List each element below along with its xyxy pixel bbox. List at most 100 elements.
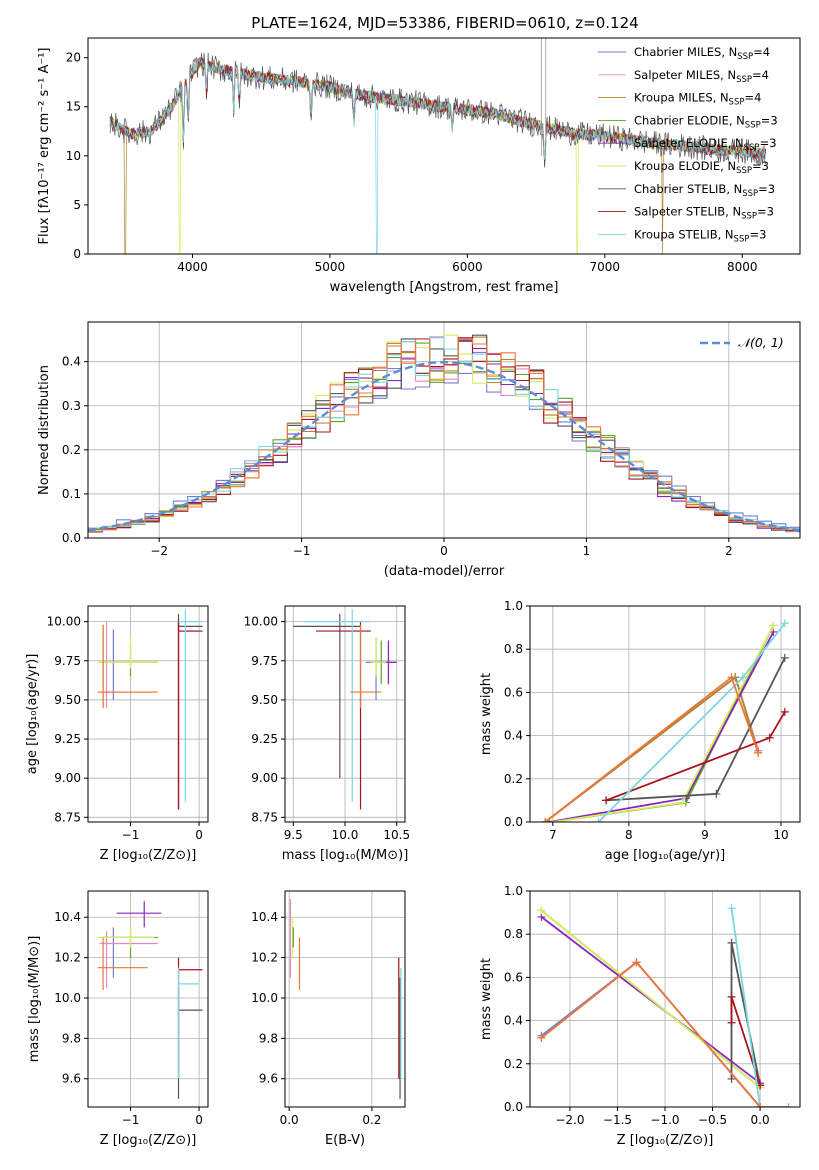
axes-border <box>87 890 209 1108</box>
x-tick-label: 0.0 <box>751 1113 770 1127</box>
y-tick-label: 0.4 <box>504 729 523 743</box>
legend-entry: Kroupa ELODIE, NSSP=3 <box>634 159 769 176</box>
x-axis-label: wavelength [Angstrom, rest frame] <box>330 280 559 295</box>
axes-border <box>87 605 209 823</box>
y-tick-label: 10.00 <box>244 615 278 629</box>
x-axis-label: Z [log₁₀(Z/Z⊙)] <box>100 1133 197 1148</box>
y-tick-label: 0.2 <box>504 1057 523 1071</box>
y-tick-label: 1.0 <box>504 884 523 898</box>
weight-marker <box>780 707 789 716</box>
y-tick-label: 0.8 <box>504 927 523 941</box>
x-tick-label: 5000 <box>315 260 346 274</box>
plot-content <box>109 38 766 254</box>
weight-marker <box>594 818 603 822</box>
histogram-step <box>88 338 800 532</box>
y-tick-label: 0.2 <box>504 772 523 786</box>
weight-marker <box>784 1103 793 1107</box>
weight-marker <box>727 938 736 947</box>
y-axis-label: Normed distribution <box>37 365 52 495</box>
y-tick-label: 9.50 <box>54 693 81 707</box>
legend-entry: Chabrier MILES, NSSP=4 <box>634 45 770 62</box>
weight-marker <box>765 733 774 742</box>
weight-marker <box>602 796 611 805</box>
weight-marker <box>738 673 747 682</box>
panel-age-vs-mass: 9.5 10.0 10.5 8.75 9.00 9.25 9.50 9.75 10.00 mass… <box>244 605 410 863</box>
x-axis-label: mass [log₁₀(M/M⊙)] <box>282 848 409 863</box>
y-axis-label: mass weight <box>479 958 494 1040</box>
legend-sub: SSP <box>742 189 758 199</box>
y-tick-label: 0.8 <box>504 642 523 656</box>
y-tick-label: 9.00 <box>54 771 81 785</box>
axes-frame: −2 −1 0 1 2 0.0 0.1 0.2 0.3 0.4 (data-model)/error… <box>37 321 801 579</box>
x-tick-label: 0 <box>440 544 448 558</box>
panel-spectrum: 4000 5000 6000 7000 8000 0 5 10 15 20 wavelength [… <box>37 37 801 295</box>
weight-marker <box>537 906 546 915</box>
y-tick-label: 10 <box>66 149 81 163</box>
axes-frame: 0.0 0.2 9.6 9.8 10.0 10.2 10.4 E(B-V) <box>251 890 406 1148</box>
y-tick-label: 9.25 <box>54 732 81 746</box>
plot-area <box>530 606 800 822</box>
y-tick-label: 9.8 <box>259 1031 278 1045</box>
weight-marker <box>678 798 687 807</box>
weight-marker <box>756 1103 765 1107</box>
y-tick-label: 8.75 <box>54 810 81 824</box>
x-tick-label: −2.0 <box>555 1113 584 1127</box>
legend-name: Kroupa STELIB, N <box>634 227 734 241</box>
legend-entry: Chabrier ELODIE, NSSP=3 <box>634 113 778 130</box>
weight-marker <box>727 673 736 682</box>
weight-marker <box>754 748 763 757</box>
plot-content <box>289 899 402 1099</box>
y-tick-label: 0.6 <box>504 970 523 984</box>
legend-entry: Kroupa STELIB, NSSP=3 <box>634 227 766 244</box>
weight-marker <box>780 653 789 662</box>
weight-line <box>730 908 761 1107</box>
legend-sub: SSP <box>729 98 745 108</box>
y-tick-label: 9.50 <box>251 693 278 707</box>
plot-content <box>97 609 203 810</box>
legend-suffix: =4 <box>752 68 769 82</box>
axes-frame: 7 8 9 10 0.0 0.2 0.4 0.6 0.8 1.0 age [log₁₀(age/yr… <box>479 599 801 863</box>
legend-entry: Salpeter ELODIE, NSSP=3 <box>634 136 777 153</box>
x-tick-label: 10.5 <box>383 828 410 842</box>
axes-frame: 9.5 10.0 10.5 8.75 9.00 9.25 9.50 9.75 10.00 mass… <box>244 605 410 863</box>
weight-marker <box>727 1018 736 1027</box>
plot-area <box>88 606 208 822</box>
axes-frame: 4000 5000 6000 7000 8000 0 5 10 15 20 wavelength [… <box>37 37 801 295</box>
y-tick-label: 1.0 <box>504 599 523 613</box>
legend-sub: SSP <box>734 234 750 244</box>
legend-sub: SSP <box>737 52 753 62</box>
x-tick-label: 2 <box>725 544 733 558</box>
y-tick-label: 10.4 <box>54 910 81 924</box>
axes-frame: −1 0 8.75 9.00 9.25 9.50 9.75 10.00 Z [log₁₀(Z/Z… <box>25 605 209 863</box>
x-tick-label: 10 <box>773 828 788 842</box>
legend-entry: Salpeter STELIB, NSSP=3 <box>634 205 774 222</box>
weight-marker <box>712 789 721 798</box>
weight-marker <box>727 904 736 913</box>
legend-sub: SSP <box>736 75 752 85</box>
legend-sub: SSP <box>736 166 752 176</box>
x-tick-label: −1 <box>122 828 140 842</box>
plot-content <box>293 609 397 810</box>
y-tick-label: 9.8 <box>62 1031 81 1045</box>
panel-mass-vs-Z: −1 0 9.6 9.8 10.0 10.2 10.4 Z [log₁₀(Z/Z⊙)] mass… <box>27 890 209 1148</box>
figure-title: PLATE=1624, MJD=53386, FIBERID=0610, z=0… <box>251 14 638 32</box>
y-tick-label: 0.4 <box>62 355 81 369</box>
x-tick-label: 8000 <box>727 260 758 274</box>
legend-name: Chabrier MILES, N <box>634 45 737 59</box>
legend-name: Kroupa MILES, N <box>634 91 729 105</box>
x-tick-label: 7 <box>549 828 557 842</box>
y-tick-label: 9.25 <box>251 732 278 746</box>
legend-entry: Kroupa MILES, NSSP=4 <box>634 91 761 108</box>
x-tick-label: −0.5 <box>698 1113 727 1127</box>
y-axis-label: mass [log₁₀(M/M⊙)] <box>27 936 42 1063</box>
plot-content <box>537 904 793 1107</box>
y-tick-label: 0.1 <box>62 487 81 501</box>
y-tick-label: 5 <box>73 198 81 212</box>
axes-border <box>87 37 801 255</box>
weight-marker <box>537 1033 546 1042</box>
y-tick-label: 10.0 <box>251 991 278 1005</box>
x-tick-label: 6000 <box>452 260 483 274</box>
x-tick-label: 0 <box>195 828 203 842</box>
y-tick-label: 10.0 <box>54 991 81 1005</box>
y-tick-label: 9.75 <box>251 654 278 668</box>
